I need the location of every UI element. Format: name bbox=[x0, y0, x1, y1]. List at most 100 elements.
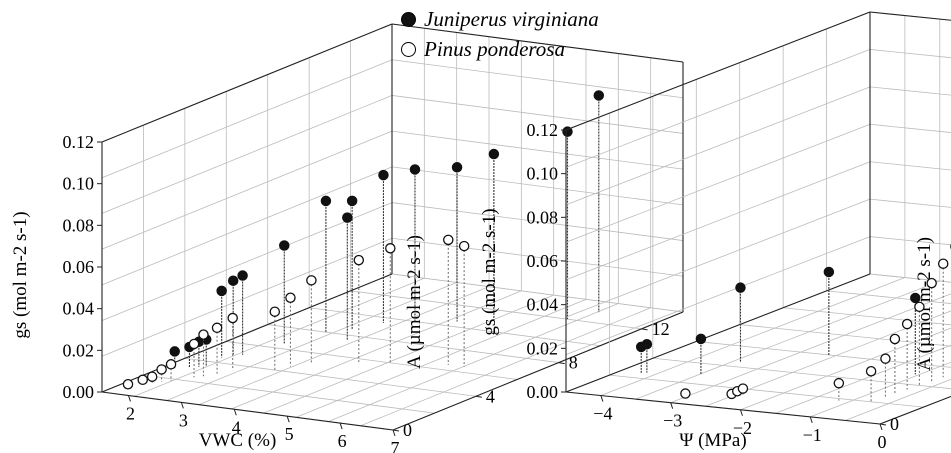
x-tick-mark bbox=[392, 429, 396, 437]
x-tick-label: 7 bbox=[391, 438, 400, 453]
x-tick-label: −1 bbox=[803, 425, 822, 445]
grid-line bbox=[869, 49, 951, 59]
juniperus-point-vwc bbox=[488, 148, 500, 160]
juniperus-point-vwc bbox=[216, 285, 227, 297]
juniperus-point-vwc bbox=[342, 212, 353, 223]
z-tick-mark bbox=[558, 362, 565, 365]
y-tick-label: 0.12 bbox=[63, 132, 95, 152]
floor-grid-line bbox=[609, 374, 924, 408]
x-tick-label: 4 bbox=[232, 417, 241, 437]
juniperus-point-psi bbox=[823, 266, 835, 278]
grid-line bbox=[101, 202, 393, 321]
pinus-point-psi bbox=[901, 318, 913, 330]
pinus-point-vwc bbox=[146, 371, 158, 382]
pinus-point-vwc bbox=[443, 234, 454, 246]
x-tick-mark bbox=[233, 409, 237, 416]
x-tick-label: 6 bbox=[338, 431, 347, 451]
floor-grid-line bbox=[143, 374, 435, 414]
pinus-point-vwc bbox=[156, 364, 167, 375]
pinus-point-psi bbox=[914, 301, 925, 313]
legend-label-pinus: Pinus ponderosa bbox=[424, 37, 565, 61]
chart-panel-psi: 0.00 0.02 0.04 0.06 0.08 0.10 0.12 −4 −3 −2 −1 00 4 8… bbox=[479, 11, 951, 452]
juniperus-point-vwc bbox=[378, 169, 389, 181]
pinus-point-psi bbox=[926, 277, 937, 289]
grid-line bbox=[391, 202, 684, 241]
y-tick-label: 0.08 bbox=[527, 207, 559, 227]
pinus-point-vwc bbox=[122, 379, 134, 390]
floor-grid-line bbox=[696, 341, 951, 368]
pinus-point-vwc bbox=[188, 338, 200, 350]
y-tick-label: 0.10 bbox=[63, 174, 95, 194]
floor-grid-line bbox=[198, 286, 490, 406]
grid-line bbox=[391, 166, 684, 206]
floor-grid-line bbox=[705, 310, 951, 407]
x-tick-label: 3 bbox=[179, 410, 188, 430]
floor-grid-line bbox=[391, 273, 684, 313]
grid-line bbox=[101, 166, 393, 286]
z-axis-label: A (µmol m-2 s-1) bbox=[914, 237, 935, 371]
pinus-point-vwc bbox=[353, 254, 365, 266]
x-tick-mark bbox=[180, 402, 184, 409]
pinus-point-vwc bbox=[306, 275, 317, 286]
floor-grid-line bbox=[775, 344, 951, 414]
x-axis-label: Ψ (MPa) bbox=[679, 430, 746, 451]
legend-marker-open-circle bbox=[401, 42, 416, 57]
grid-line bbox=[565, 198, 871, 318]
grid-line bbox=[391, 95, 684, 134]
y-tick-label: 0.00 bbox=[63, 382, 95, 402]
juniperus-point-vwc bbox=[227, 275, 239, 286]
grid-line bbox=[869, 273, 951, 283]
pinus-point-vwc bbox=[385, 243, 396, 254]
pinus-point-vwc bbox=[165, 359, 177, 370]
x-axis-label: VWC (%) bbox=[199, 430, 277, 451]
x-tick-label: −2 bbox=[733, 418, 752, 438]
pinus-point-psi bbox=[880, 353, 891, 364]
grid-line bbox=[391, 59, 684, 99]
grid-line bbox=[869, 123, 951, 133]
legend-item-juniperus: Juniperus virginiana bbox=[398, 4, 599, 34]
grid-line bbox=[391, 130, 684, 170]
y-tick-label: 0.10 bbox=[527, 164, 559, 184]
juniperus-point-vwc bbox=[562, 126, 573, 137]
pinus-point-psi bbox=[937, 258, 949, 269]
z-tick-label: 8 bbox=[569, 353, 578, 373]
z-axis-line bbox=[392, 311, 684, 431]
z-tick-label: 0 bbox=[890, 414, 899, 434]
juniperus-point-vwc bbox=[409, 164, 421, 175]
grid-line bbox=[869, 11, 951, 21]
y-tick-label: 0.04 bbox=[527, 295, 559, 315]
x-tick-label: 0 bbox=[878, 432, 887, 452]
x-tick-mark bbox=[739, 409, 743, 416]
juniperus-point-vwc bbox=[346, 195, 358, 207]
grid-line bbox=[869, 86, 951, 96]
pinus-point-psi bbox=[889, 333, 901, 345]
z-tick-label: 12 bbox=[652, 319, 670, 339]
pinus-point-vwc bbox=[137, 374, 148, 386]
floor-grid-line bbox=[360, 307, 651, 427]
y-tick-label: 0.06 bbox=[63, 257, 95, 277]
grid-line bbox=[101, 130, 393, 250]
floor-grid-line bbox=[635, 280, 940, 400]
top-edge-line bbox=[565, 11, 871, 131]
floor-edge-line bbox=[101, 273, 393, 393]
floor-grid-line bbox=[263, 294, 554, 414]
pinus-point-psi bbox=[680, 388, 691, 399]
grid-line bbox=[565, 49, 871, 168]
grid-line bbox=[101, 237, 393, 357]
x-tick-mark bbox=[600, 395, 604, 402]
floor-grid-line bbox=[783, 307, 951, 326]
floor-grid-line bbox=[810, 361, 951, 418]
x-tick-mark bbox=[339, 422, 343, 430]
z-axis-line bbox=[879, 395, 951, 425]
x-tick-mark bbox=[879, 423, 883, 431]
pinus-point-vwc bbox=[227, 312, 238, 324]
pinus-point-vwc bbox=[198, 329, 209, 340]
chart-panel-vwc: 0.00 0.02 0.04 0.06 0.08 0.10 0.12 2 3 4 5 6 70 4 8 12 V… bbox=[10, 23, 684, 453]
floor-grid-line bbox=[328, 303, 619, 422]
pinus-point-vwc bbox=[458, 240, 470, 252]
floor-grid-line bbox=[184, 357, 476, 397]
floor-grid-line bbox=[844, 378, 951, 421]
juniperus-point-vwc bbox=[320, 195, 332, 207]
z-tick-mark bbox=[475, 395, 482, 398]
x-axis-line bbox=[565, 391, 881, 425]
